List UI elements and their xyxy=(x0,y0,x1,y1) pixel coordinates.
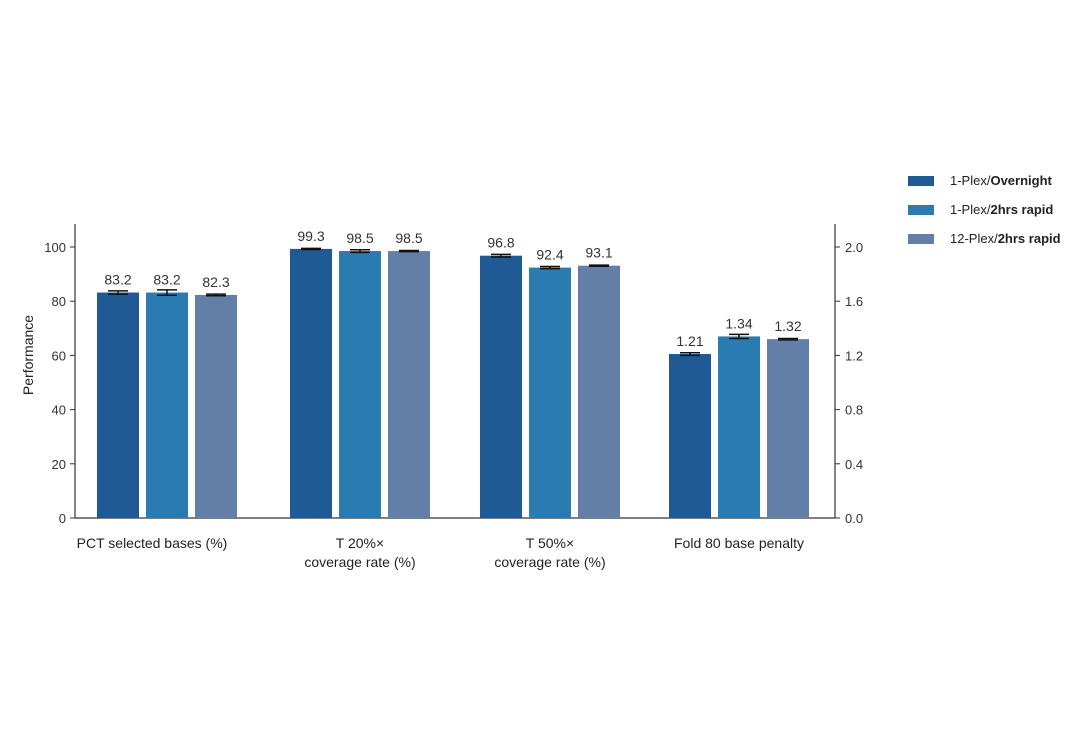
legend-swatch xyxy=(908,176,934,186)
data-label: 99.3 xyxy=(297,228,324,244)
x-tick-label: PCT selected bases (%) xyxy=(77,535,228,551)
bar xyxy=(480,255,522,518)
bars xyxy=(97,247,809,518)
x-tick-label: coverage rate (%) xyxy=(304,554,415,570)
data-label: 83.2 xyxy=(104,272,131,288)
bar xyxy=(195,294,237,518)
bar xyxy=(529,267,571,518)
bar xyxy=(339,251,381,518)
legend-entry-prefix: 1-Plex/ xyxy=(950,202,991,217)
x-tick-label: Fold 80 base penalty xyxy=(674,535,804,551)
bar xyxy=(578,265,620,518)
y-tick-label-right: 0.0 xyxy=(845,511,863,526)
legend-entry-prefix: 12-Plex/ xyxy=(950,231,998,246)
y-tick-label-left: 60 xyxy=(52,348,66,363)
y-tick-label-left: 0 xyxy=(59,511,66,526)
bar xyxy=(767,339,809,518)
data-label: 1.32 xyxy=(774,318,801,334)
data-label: 98.5 xyxy=(346,230,373,246)
y-tick-label-right: 0.8 xyxy=(845,403,863,418)
y-tick-label-right: 1.6 xyxy=(845,294,863,309)
y-tick-label-left: 40 xyxy=(52,403,66,418)
data-label: 96.8 xyxy=(487,235,514,251)
data-label: 82.3 xyxy=(202,274,229,290)
y-tick-label-left: 20 xyxy=(52,457,66,472)
legend-entry-emphasis: 2hrs rapid xyxy=(990,202,1053,217)
y-tick-label-left: 80 xyxy=(52,294,66,309)
legend-swatch xyxy=(908,205,934,215)
legend-entry-prefix: 1-Plex/ xyxy=(950,173,991,188)
bar xyxy=(97,292,139,518)
data-label: 98.5 xyxy=(395,230,422,246)
x-tick-label: coverage rate (%) xyxy=(494,554,605,570)
bar xyxy=(388,251,430,518)
legend-entry: 12-Plex/2hrs rapid xyxy=(950,231,1061,246)
bar xyxy=(718,336,760,518)
legend-entry: 1-Plex/2hrs rapid xyxy=(950,202,1053,217)
value-labels: 83.2 83.2 82.3 99.3 98.5 98.5 96.8 92.4 93.1 1.21… xyxy=(104,228,801,349)
axes: 0 20 40 60 80 100 0.0 0.4 0.8 1.2 1.6 2.0 Performanc… xyxy=(20,224,863,570)
data-label: 92.4 xyxy=(536,247,563,263)
y-axis-title: Performance xyxy=(20,315,36,395)
data-label: 1.34 xyxy=(725,315,752,331)
y-tick-label-right: 0.4 xyxy=(845,457,863,472)
bar xyxy=(669,354,711,518)
x-tick-label: T 20%× xyxy=(336,535,384,551)
bar xyxy=(146,292,188,518)
bar xyxy=(290,248,332,518)
data-label: 93.1 xyxy=(585,245,612,261)
legend-entry: 1-Plex/Overnight xyxy=(950,173,1053,188)
legend-swatch xyxy=(908,234,934,244)
legend-entry-emphasis: 2hrs rapid xyxy=(998,231,1061,246)
y-tick-label-right: 1.2 xyxy=(845,348,863,363)
x-tick-label: T 50%× xyxy=(526,535,574,551)
y-tick-label-right: 2.0 xyxy=(845,240,863,255)
legend-entry-emphasis: Overnight xyxy=(990,173,1052,188)
y-tick-label-left: 100 xyxy=(44,240,66,255)
data-label: 1.21 xyxy=(676,333,703,349)
data-label: 83.2 xyxy=(153,272,180,288)
